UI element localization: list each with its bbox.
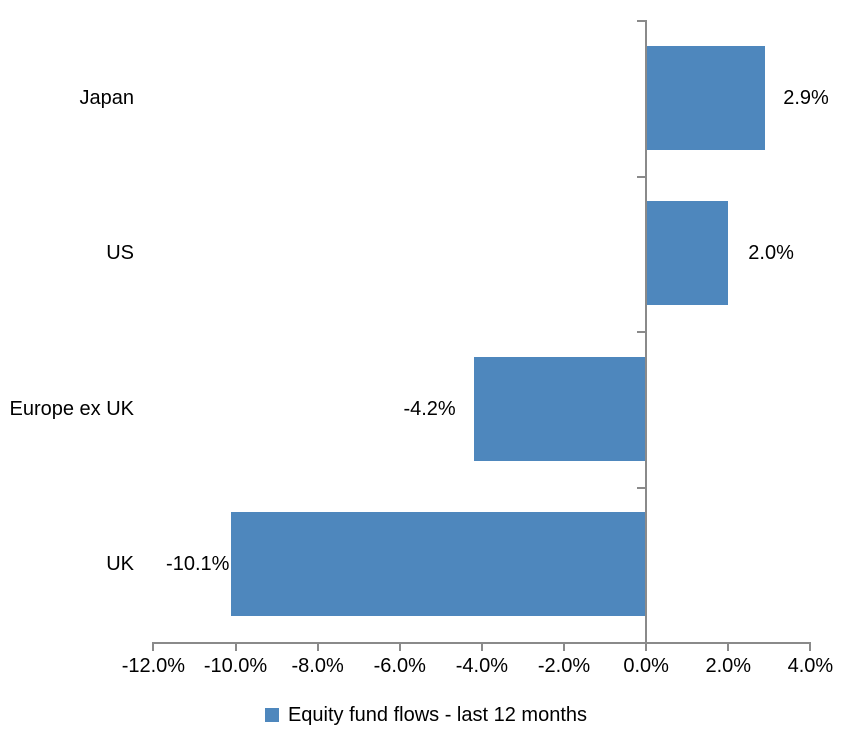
x-axis-tick-label: -12.0% [121, 655, 186, 677]
category-axis-tick [637, 486, 646, 489]
category-label: UK [106, 553, 134, 576]
x-axis-tick-label: -8.0% [291, 655, 344, 677]
zero-axis-line [645, 20, 648, 644]
x-axis-tick-label: -4.0% [455, 655, 509, 677]
category-label: Europe ex UK [9, 397, 134, 420]
category-label: US [106, 242, 134, 265]
value-label: 2.9% [783, 86, 829, 109]
x-axis-tick-label: -6.0% [373, 655, 426, 677]
x-axis-tick-label: 0.0% [623, 655, 669, 677]
category-axis-tick [637, 20, 646, 22]
bar-japan [647, 45, 766, 150]
legend-label: Equity fund flows - last 12 months [287, 704, 588, 726]
x-axis-tick [480, 644, 483, 651]
x-axis-tick [645, 644, 648, 651]
x-axis-tick [152, 644, 155, 651]
x-axis-tick [563, 644, 566, 651]
category-axis-tick [637, 331, 646, 333]
legend: Equity fund flows - last 12 months [0, 702, 852, 728]
x-axis-tick [234, 644, 237, 651]
x-axis-tick-label: -2.0% [537, 655, 591, 677]
x-axis-tick [727, 644, 730, 651]
value-label: -4.2% [403, 397, 456, 420]
legend-marker-icon [264, 708, 279, 722]
bar-uk [231, 512, 646, 617]
x-axis-tick-label: -10.0% [203, 655, 268, 677]
bar-europe-ex-uk [473, 356, 646, 461]
x-axis-line [152, 642, 811, 644]
x-axis-tick [316, 644, 319, 651]
x-axis-tick [398, 644, 401, 651]
value-label: 2.0% [748, 242, 794, 265]
value-label: -10.1% [166, 553, 230, 576]
x-axis-tick-label: 4.0% [787, 655, 834, 677]
x-axis-tick-label: 2.0% [705, 655, 752, 677]
x-axis-tick [809, 644, 812, 651]
category-axis-tick [637, 175, 646, 178]
category-label: Japan [79, 86, 135, 109]
bar-us [647, 201, 729, 306]
